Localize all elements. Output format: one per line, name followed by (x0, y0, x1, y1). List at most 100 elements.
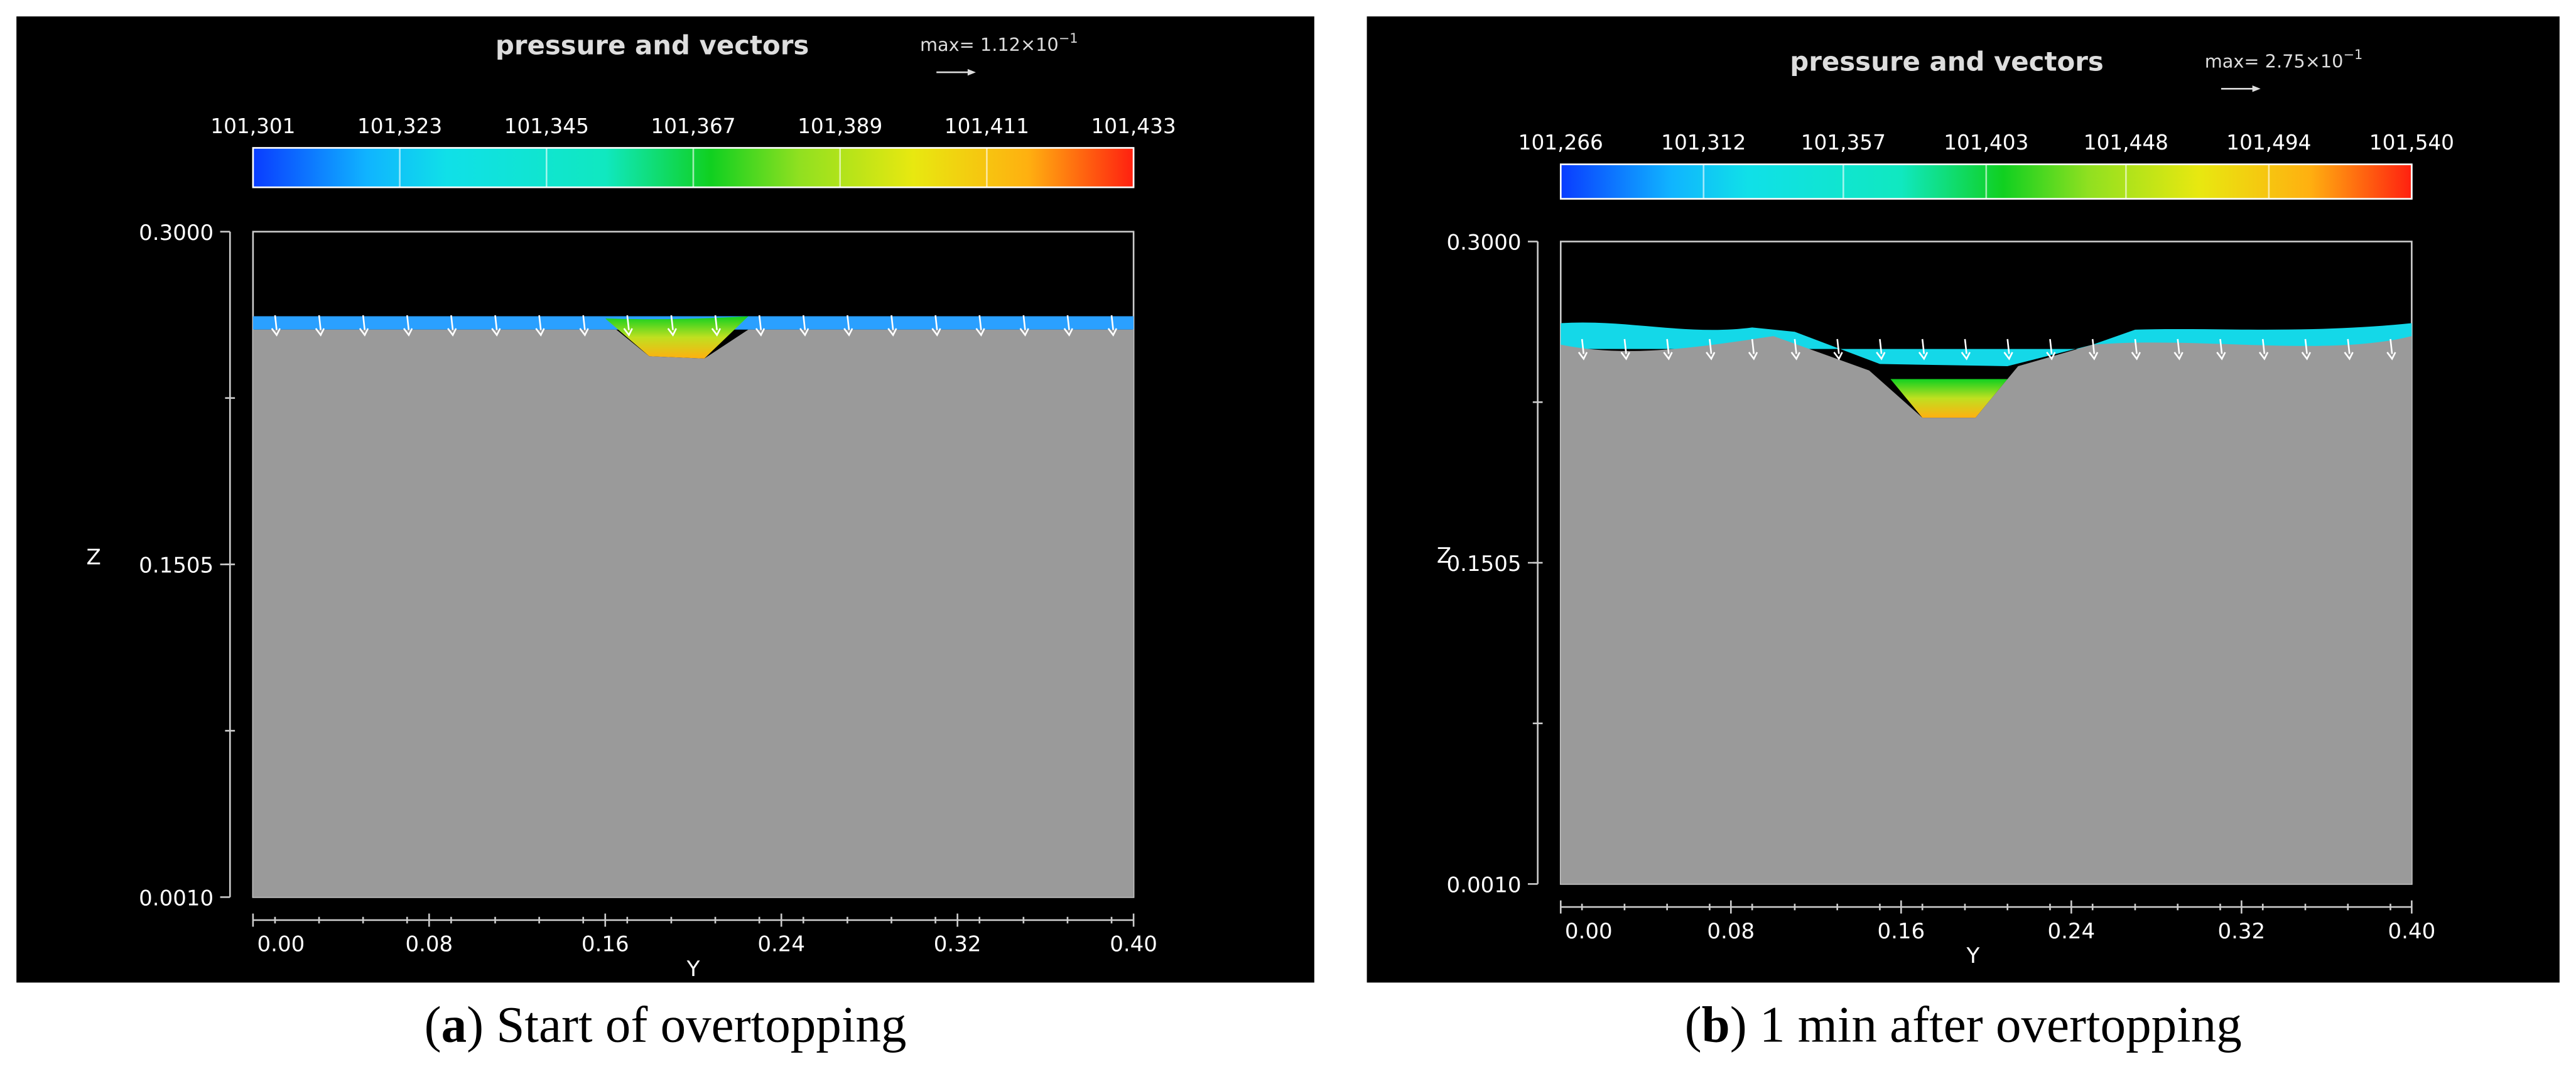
ground (252, 329, 1134, 898)
velocity-vector (1876, 339, 1886, 361)
x-axis-label: Y (686, 957, 700, 982)
velocity-vector (2131, 339, 2141, 361)
colorbar-tick-label: 101,494 (2226, 131, 2311, 155)
colorbar-tick-label: 101,367 (651, 114, 735, 138)
max-exponent: −1 (1059, 31, 1078, 46)
velocity-vector (1019, 315, 1029, 337)
x-axis-label: Y (1966, 943, 1980, 969)
y-tick-label: 0.0010 (139, 886, 214, 911)
velocity-vector (1578, 339, 1588, 361)
water-dip (605, 316, 749, 359)
x-tick-label: 0.24 (2047, 919, 2095, 944)
velocity-vector (1107, 315, 1118, 337)
velocity-vector (1833, 339, 1843, 361)
colorbar-tick-label: 101,433 (1091, 114, 1176, 138)
caption-text: ) 1 min after overtopping (1730, 997, 2242, 1053)
velocity-vector (403, 315, 413, 337)
velocity-vector (1663, 339, 1673, 361)
x-tick-label: 0.16 (582, 932, 629, 957)
x-tick-label: 0.40 (2388, 919, 2436, 944)
y-tick-label: 0.1505 (139, 553, 214, 578)
max-arrowhead (967, 68, 976, 76)
max-text: max= 2.75×10 (2205, 50, 2344, 72)
panel: pressure and vectors max= 1.12×10−1 101,30… (16, 16, 1314, 983)
velocity-vector (2173, 339, 2184, 361)
velocity-vector (447, 315, 457, 337)
colorbar-tick-label: 101,323 (357, 114, 442, 138)
x-tick-label: 0.32 (934, 932, 982, 957)
x-tick-label: 0.08 (1707, 919, 1755, 944)
velocity-vector (1063, 315, 1073, 337)
colorbar-tick-label: 101,266 (1518, 131, 1603, 155)
water (1561, 322, 2412, 366)
colorbar-tick-label: 101,403 (1944, 131, 2028, 155)
velocity-vector (2216, 339, 2226, 361)
velocity-vector (2301, 339, 2312, 361)
y-tick-label: 0.1505 (1447, 551, 1522, 577)
x-tick-label: 0.00 (1565, 919, 1613, 944)
velocity-vector (755, 315, 766, 337)
water-dip (1890, 379, 2008, 418)
velocity-vector (2344, 339, 2354, 361)
velocity-vector (1790, 339, 1800, 361)
caption-text: ) Start of overtopping (467, 997, 906, 1053)
x-tick-label: 0.32 (2218, 919, 2266, 944)
colorbar-tick-label: 101,540 (2369, 131, 2454, 155)
velocity-vector (711, 315, 722, 337)
velocity-vector (315, 315, 325, 337)
y-axis-label: Z (1437, 543, 1451, 568)
x-tick-label: 0.16 (1877, 919, 1925, 944)
max-label: max= 2.75×10−1 (2205, 47, 2363, 72)
velocity-vector (667, 315, 677, 337)
velocity-vector (1918, 339, 1929, 361)
velocity-vector (623, 315, 633, 337)
colorbar-tick-label: 101,448 (2084, 131, 2168, 155)
caption-letter: b (1702, 997, 1730, 1053)
ground (1561, 336, 2412, 884)
max-label: max= 1.12×10−1 (920, 31, 1078, 55)
x-tick-label: 0.24 (757, 932, 805, 957)
velocity-vector (931, 315, 941, 337)
velocity-vector (1961, 339, 1971, 361)
velocity-vector (579, 315, 589, 337)
velocity-vector (2046, 339, 2056, 361)
velocity-vector (843, 315, 853, 337)
velocity-vector (535, 315, 545, 337)
velocity-vector (2258, 339, 2269, 361)
caption-open: ( (1685, 997, 1702, 1053)
caption: (b) 1 min after overtopping (1685, 997, 2242, 1053)
y-tick-label: 0.0010 (1447, 873, 1522, 898)
panel-title: pressure and vectors (1790, 46, 2103, 77)
velocity-vector (799, 315, 809, 337)
caption: (a) Start of overtopping (425, 997, 907, 1053)
colorbar-tick-label: 101,312 (1661, 131, 1746, 155)
velocity-vector (1748, 339, 1758, 361)
max-arrowhead (2252, 85, 2261, 92)
y-axis-label: Z (86, 545, 100, 570)
y-tick-label: 0.3000 (139, 220, 214, 246)
panel-title: pressure and vectors (495, 30, 809, 60)
caption-letter: a (441, 997, 467, 1053)
max-text: max= 1.12×10 (920, 34, 1059, 55)
x-tick-label: 0.00 (257, 932, 305, 957)
velocity-vector (2003, 339, 2013, 361)
colorbar-tick-label: 101,357 (1801, 131, 1886, 155)
x-tick-label: 0.40 (1110, 932, 1157, 957)
colorbar-tick-label: 101,301 (210, 114, 295, 138)
velocity-vector (975, 315, 985, 337)
velocity-vector (2386, 339, 2396, 361)
velocity-vector (1620, 339, 1630, 361)
panel: pressure and vectors max= 2.75×10−1 101,26… (1366, 16, 2560, 983)
colorbar-tick-label: 101,389 (798, 114, 882, 138)
colorbar-tick-label: 101,345 (504, 114, 589, 138)
velocity-vector (271, 315, 281, 337)
velocity-vector (359, 315, 369, 337)
x-tick-label: 0.08 (405, 932, 453, 957)
velocity-vector (1706, 339, 1716, 361)
caption-open: ( (425, 997, 441, 1053)
velocity-vector (491, 315, 501, 337)
colorbar-tick-label: 101,411 (944, 114, 1029, 138)
max-exponent: −1 (2343, 47, 2362, 62)
